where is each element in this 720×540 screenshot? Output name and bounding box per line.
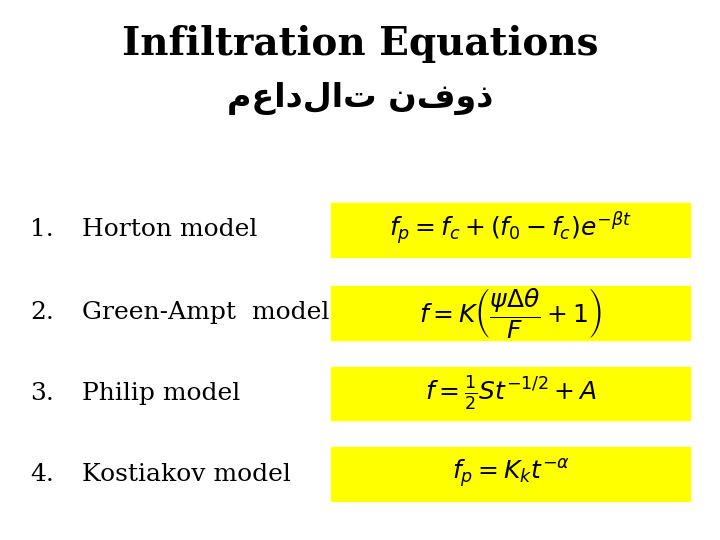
FancyBboxPatch shape [331, 367, 690, 421]
Text: معادلات نفوذ: معادلات نفوذ [227, 82, 493, 114]
Text: Kostiakov model: Kostiakov model [66, 463, 291, 485]
Text: 3.: 3. [30, 382, 54, 405]
Text: Horton model: Horton model [66, 218, 257, 241]
Text: Philip model: Philip model [66, 382, 240, 405]
Text: Infiltration Equations: Infiltration Equations [122, 25, 598, 63]
Text: $f_p = f_c + (f_0 - f_c)e^{-\beta t}$: $f_p = f_c + (f_0 - f_c)e^{-\beta t}$ [390, 211, 632, 248]
Text: 2.: 2. [30, 301, 54, 325]
Text: $f = K\left(\dfrac{\psi\Delta\theta}{F}+1\right)$: $f = K\left(\dfrac{\psi\Delta\theta}{F}+… [419, 286, 602, 340]
Text: Green-Ampt  model: Green-Ampt model [66, 301, 329, 325]
Text: 1.: 1. [30, 218, 54, 241]
FancyBboxPatch shape [331, 286, 690, 340]
Text: $f_p = K_k t^{-\alpha}$: $f_p = K_k t^{-\alpha}$ [451, 458, 570, 490]
FancyBboxPatch shape [331, 447, 690, 501]
FancyBboxPatch shape [331, 203, 690, 256]
Text: 4.: 4. [30, 463, 54, 485]
Text: $f = \frac{1}{2}St^{-1/2} + A$: $f = \frac{1}{2}St^{-1/2} + A$ [425, 375, 597, 413]
